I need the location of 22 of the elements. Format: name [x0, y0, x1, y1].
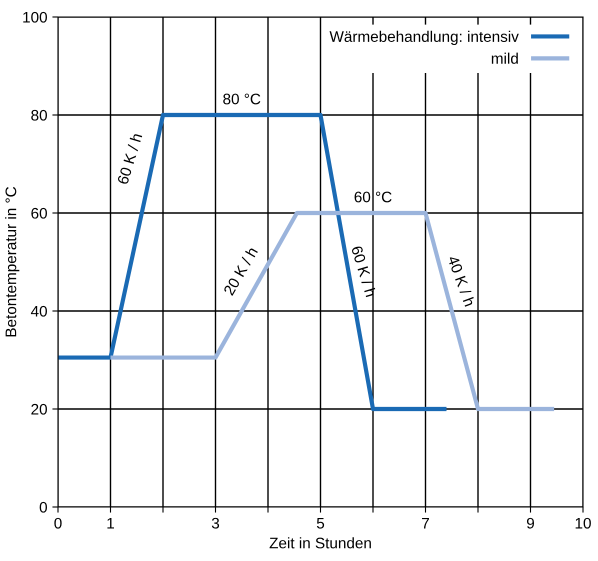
annotation: 80 °C	[223, 94, 260, 104]
x-tick-label: 10	[576, 518, 591, 529]
annotation: 20 K / h	[222, 246, 258, 296]
legend-label: mild	[492, 52, 518, 64]
y-tick-label: 60	[31, 208, 47, 219]
x-axis-title: Zeit in Stunden	[270, 537, 371, 548]
y-tick-label: 40	[30, 306, 47, 317]
y-tick-label: 100	[23, 12, 47, 23]
x-tick-label: 1	[107, 518, 114, 528]
y-tick-label: 80	[31, 110, 47, 121]
y-axis-title: Betontemperatur in °C	[5, 186, 20, 336]
x-tick-label: 5	[316, 518, 324, 529]
annotation: 60 °C	[354, 192, 392, 202]
x-tick-label: 3	[212, 518, 220, 529]
x-tick-label: 0	[54, 518, 62, 529]
x-tick-label: 7	[422, 518, 429, 528]
legend-label: Wärmebehandlung: intensiv	[330, 30, 519, 45]
annotation: 60 K / h	[116, 132, 142, 185]
y-tick-label: 0	[40, 502, 47, 513]
y-tick-label: 20	[31, 404, 47, 415]
x-tick-label: 9	[526, 518, 534, 529]
annotation: 40 K / h	[447, 254, 476, 307]
